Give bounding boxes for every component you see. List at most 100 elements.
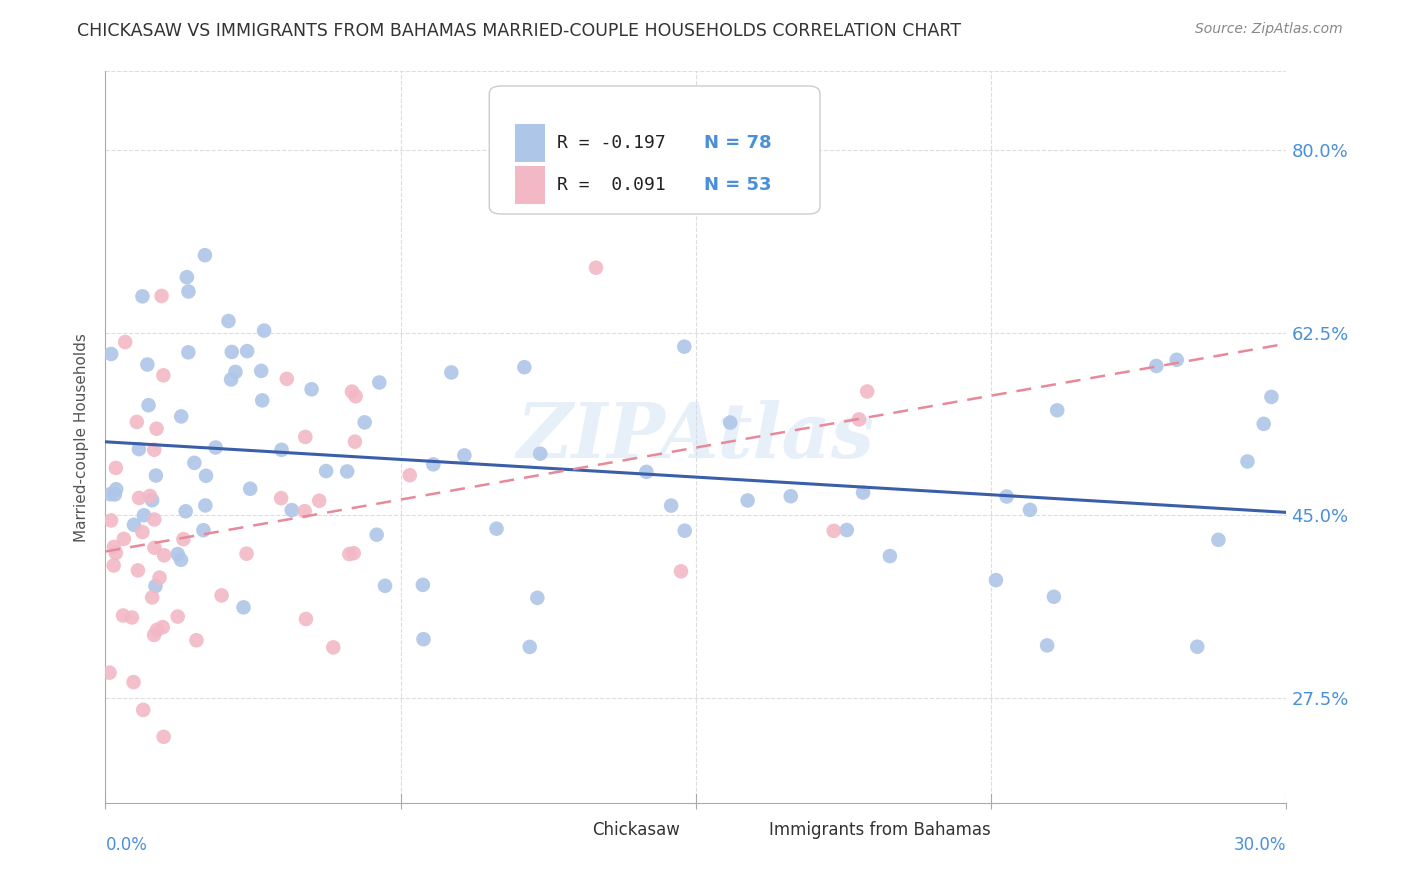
Point (673, 524, 696, 538)
Text: N = 78: N = 78 (704, 134, 772, 152)
Point (659, 499, 682, 513)
Point (253, 324, 276, 338)
Point (152, 620, 174, 634)
Point (636, 465, 658, 479)
Point (186, 633, 208, 648)
Text: R =  0.091: R = 0.091 (557, 176, 665, 194)
Point (112, 608, 135, 623)
Point (145, 422, 167, 436)
Point (368, 376, 391, 390)
Point (398, 468, 420, 483)
Point (336, 464, 359, 478)
Point (440, 366, 463, 380)
Point (1253, 417, 1275, 431)
Point (194, 248, 217, 262)
Point (280, 503, 302, 517)
Point (236, 344, 259, 359)
Point (1144, 359, 1167, 373)
Point (148, 571, 170, 585)
Point (276, 372, 298, 386)
Point (141, 493, 163, 508)
Point (337, 547, 360, 561)
Point (112, 532, 135, 546)
Text: R = -0.197: R = -0.197 (557, 134, 665, 152)
Bar (515, 166, 544, 203)
Point (103, 540, 125, 554)
Point (669, 564, 692, 578)
Bar (731, 821, 761, 839)
Point (100, 347, 122, 361)
FancyBboxPatch shape (489, 86, 820, 214)
Point (114, 334, 136, 349)
Point (131, 524, 153, 539)
Point (122, 517, 145, 532)
Point (585, 260, 607, 275)
Point (132, 703, 155, 717)
Point (194, 499, 217, 513)
Point (270, 491, 292, 506)
Point (152, 368, 174, 383)
Point (170, 409, 193, 424)
Point (128, 442, 150, 456)
Point (174, 504, 197, 518)
Point (204, 441, 226, 455)
Point (103, 558, 125, 573)
Point (1208, 533, 1230, 547)
Point (852, 485, 875, 500)
Point (146, 623, 169, 637)
Point (250, 364, 273, 378)
Point (143, 442, 166, 457)
Point (1036, 639, 1059, 653)
Point (513, 360, 536, 375)
Text: ZIPAtlas: ZIPAtlas (517, 401, 875, 474)
Point (98, 487, 121, 501)
Point (138, 398, 160, 412)
Text: 0.0%: 0.0% (105, 836, 148, 854)
Point (136, 358, 159, 372)
Point (98, 665, 121, 680)
Point (218, 314, 240, 328)
Point (270, 442, 292, 457)
Point (104, 546, 127, 560)
Point (412, 632, 434, 647)
Point (779, 489, 801, 503)
Point (183, 456, 205, 470)
Point (150, 289, 173, 303)
Point (141, 591, 163, 605)
Point (177, 285, 200, 299)
Point (295, 612, 318, 626)
Point (848, 412, 870, 426)
Point (353, 415, 375, 429)
Point (737, 493, 759, 508)
Point (166, 547, 188, 561)
Point (104, 461, 127, 475)
Point (343, 434, 366, 449)
Point (823, 524, 845, 538)
Point (856, 384, 879, 399)
Point (221, 345, 243, 359)
Point (1043, 590, 1066, 604)
Bar (515, 124, 544, 162)
Point (1236, 454, 1258, 468)
Point (127, 563, 149, 577)
Point (193, 523, 215, 537)
Point (529, 447, 551, 461)
Point (366, 527, 388, 541)
Point (125, 415, 148, 429)
Point (301, 382, 323, 396)
Point (984, 573, 1007, 587)
Point (412, 578, 434, 592)
Point (170, 553, 193, 567)
Point (374, 579, 396, 593)
Point (121, 610, 143, 624)
Point (152, 730, 174, 744)
Point (995, 490, 1018, 504)
Point (232, 600, 254, 615)
Point (519, 640, 541, 654)
Point (211, 588, 233, 602)
Point (422, 458, 444, 472)
Point (673, 340, 696, 354)
Point (526, 591, 548, 605)
Point (145, 579, 167, 593)
Point (224, 365, 246, 379)
